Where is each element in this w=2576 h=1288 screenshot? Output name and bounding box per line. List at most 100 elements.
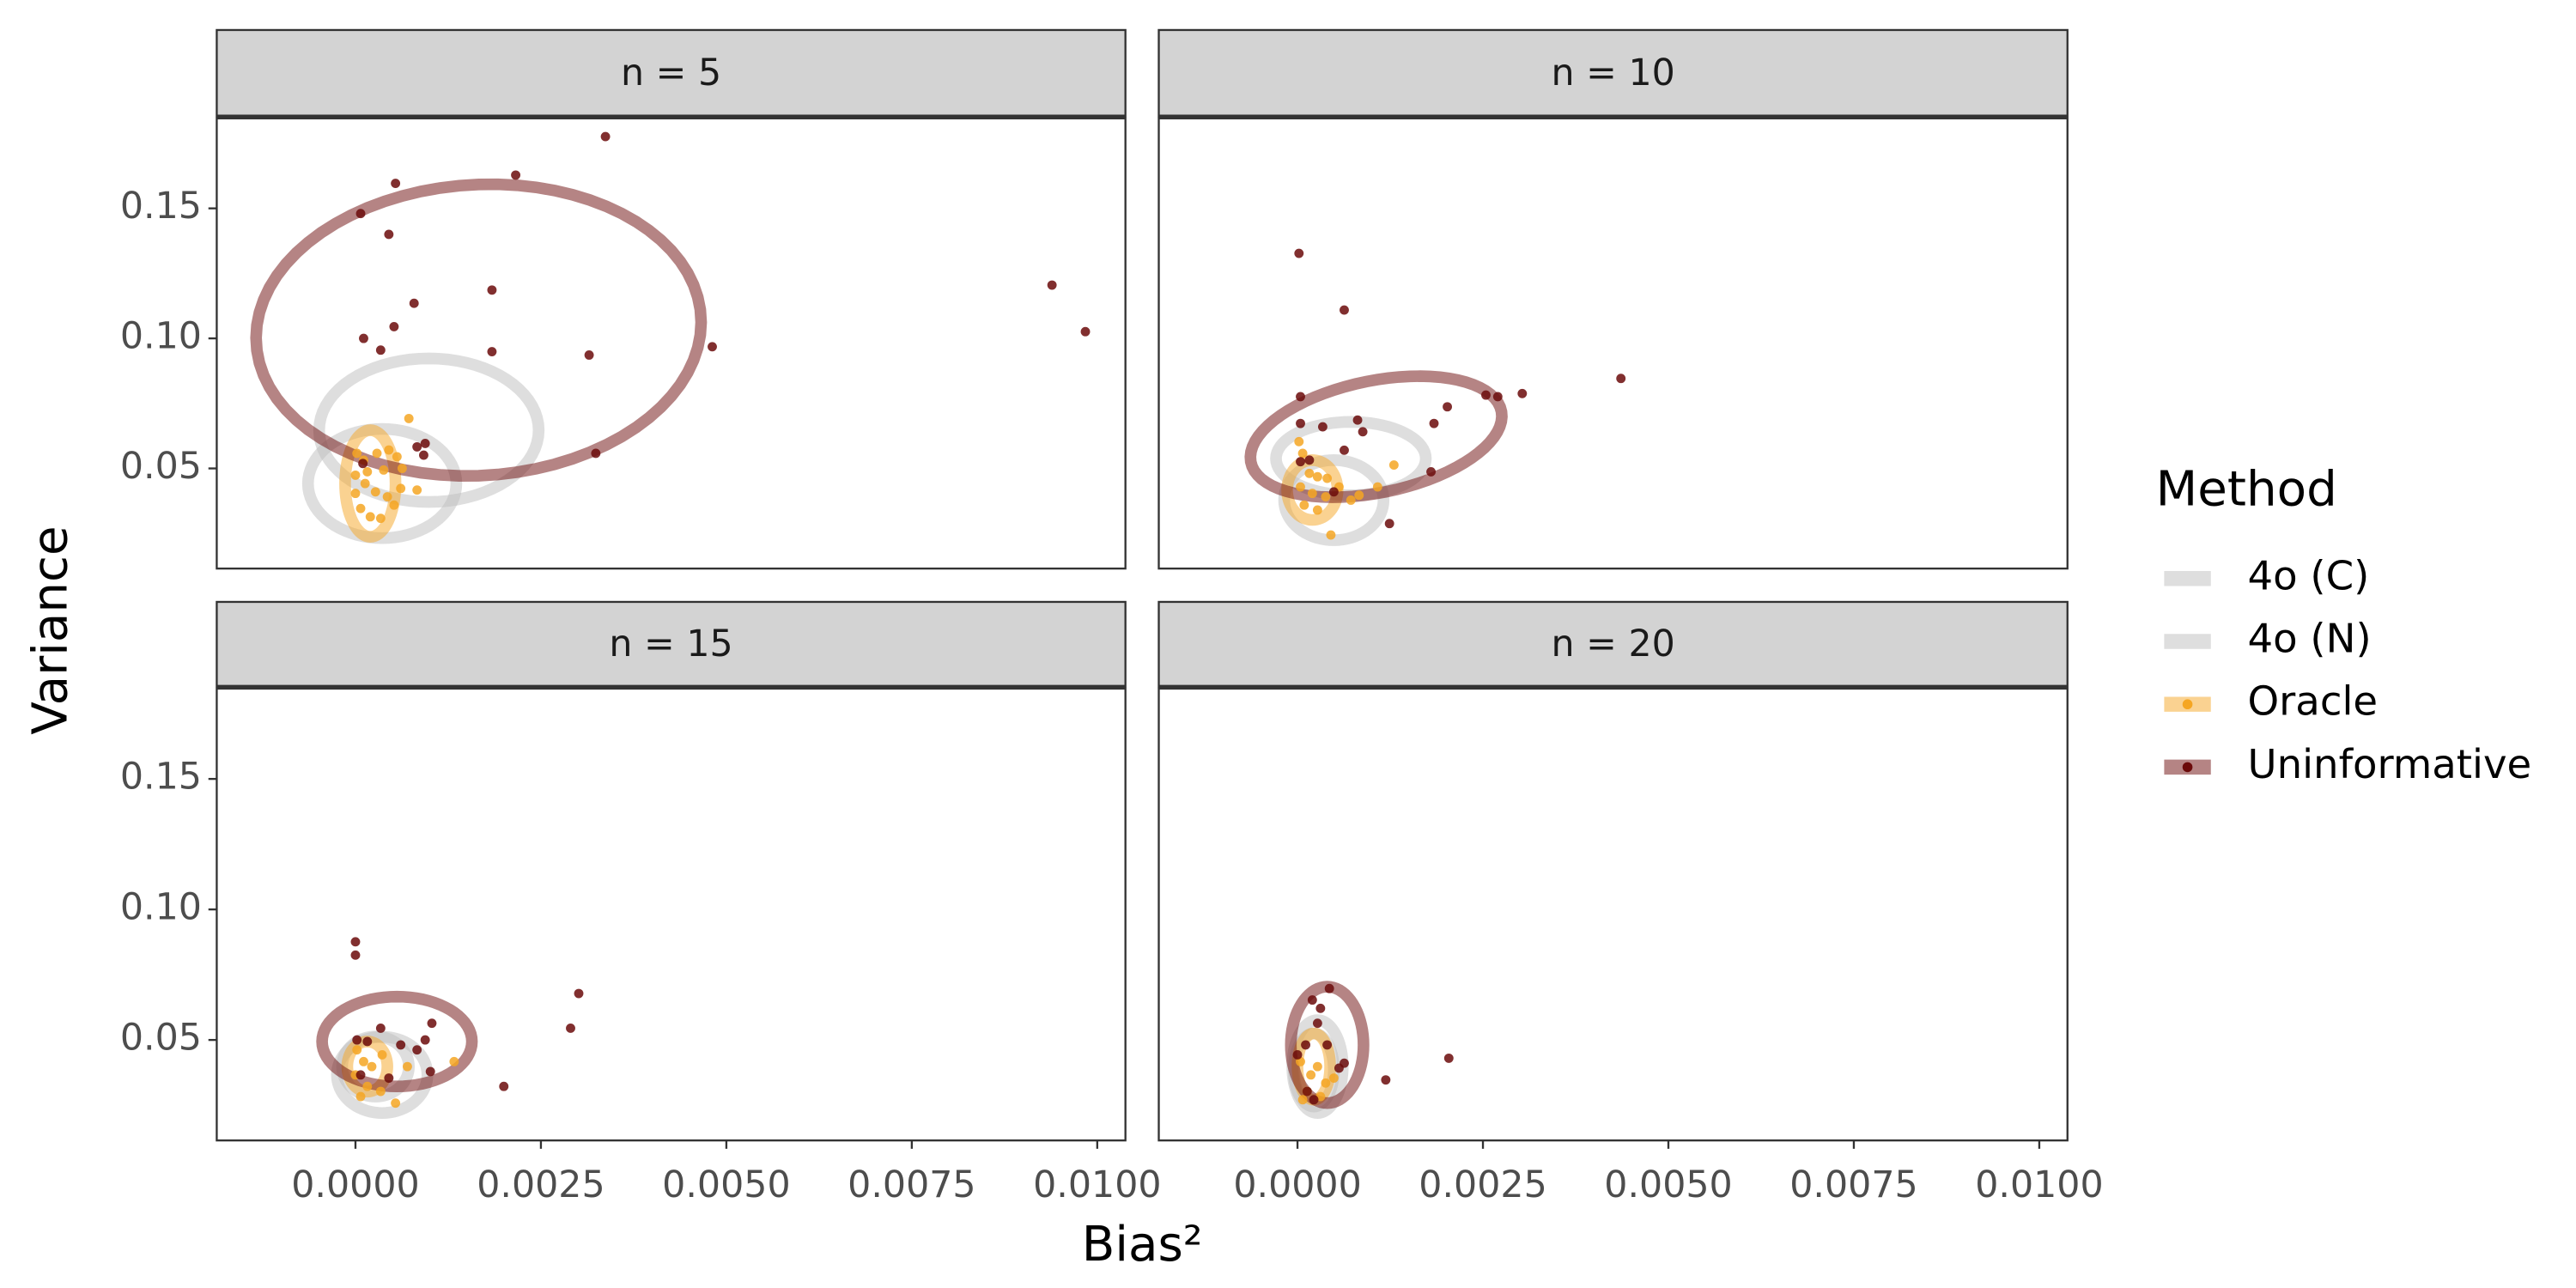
point <box>1324 983 1334 993</box>
point <box>1315 1003 1326 1013</box>
point <box>362 1081 373 1091</box>
point <box>352 1045 362 1055</box>
y-tick-label: 0.15 <box>120 756 202 799</box>
point <box>404 413 414 423</box>
point <box>391 1098 401 1109</box>
point <box>396 1040 406 1050</box>
point <box>1307 995 1317 1005</box>
point <box>1296 457 1305 467</box>
facet-strip <box>1157 600 2069 689</box>
point <box>1340 445 1349 455</box>
point <box>375 1024 386 1033</box>
y-axis-title: Variance <box>23 526 79 734</box>
point <box>449 1056 459 1066</box>
point <box>1358 427 1368 437</box>
point <box>487 285 497 295</box>
x-axis-title: Bias² <box>1082 1217 1203 1273</box>
point <box>1301 1040 1310 1050</box>
point <box>1302 1086 1312 1097</box>
x-tick-label: 0.0100 <box>1975 1163 2103 1206</box>
legend-label: Oracle <box>2247 678 2378 725</box>
point <box>409 298 419 308</box>
point <box>574 988 584 999</box>
point <box>1517 388 1528 398</box>
y-tick-label: 0.05 <box>120 445 202 488</box>
point <box>1443 402 1453 412</box>
point <box>362 1036 373 1047</box>
point <box>1296 482 1305 492</box>
point <box>382 492 392 501</box>
panel-border <box>1157 687 2069 1142</box>
point <box>1304 468 1315 478</box>
panel-border <box>216 117 1127 570</box>
facet-title: n = 10 <box>1551 52 1674 94</box>
point <box>1080 326 1091 337</box>
point <box>379 465 389 475</box>
y-tick-label: 0.15 <box>120 185 202 228</box>
point <box>1294 248 1304 258</box>
x-tick-label: 0.0000 <box>1233 1163 1361 1206</box>
point <box>412 1045 422 1055</box>
point <box>1312 505 1322 515</box>
point <box>1492 392 1503 402</box>
point <box>1307 489 1317 499</box>
point <box>1321 492 1331 501</box>
point <box>360 478 370 489</box>
point <box>350 950 361 960</box>
point <box>375 513 386 524</box>
panel-border <box>1157 117 2069 570</box>
ellipse <box>316 990 478 1093</box>
point <box>1352 415 1363 425</box>
panel <box>250 131 1091 544</box>
x-tick-label: 0.0025 <box>477 1163 605 1206</box>
point <box>397 464 407 473</box>
point <box>1296 392 1305 402</box>
legend-point <box>2182 762 2193 773</box>
point <box>1616 374 1626 384</box>
point <box>1297 1095 1308 1105</box>
point <box>1047 280 1057 290</box>
facet-strip <box>216 28 1127 118</box>
x-tick-label: 0.0075 <box>848 1163 975 1206</box>
point <box>1296 418 1305 428</box>
panel-border <box>216 687 1127 1142</box>
point <box>350 937 361 947</box>
point <box>1306 1070 1316 1080</box>
point <box>427 1018 437 1029</box>
point <box>355 1091 366 1102</box>
point <box>375 1086 386 1097</box>
point <box>389 500 399 510</box>
point <box>1429 418 1439 428</box>
point <box>350 489 361 499</box>
point <box>1304 455 1315 465</box>
facet-title: n = 5 <box>621 52 721 94</box>
point <box>1321 1078 1331 1088</box>
point <box>365 512 375 522</box>
point <box>389 322 399 331</box>
point <box>1292 1050 1303 1060</box>
ellipse <box>1285 981 1370 1109</box>
point <box>420 439 430 448</box>
point <box>352 1035 362 1045</box>
point <box>359 1056 368 1066</box>
facet-title: n = 20 <box>1551 623 1674 665</box>
point <box>412 441 422 452</box>
x-tick-label: 0.0000 <box>291 1163 419 1206</box>
point <box>355 1070 366 1080</box>
point <box>375 345 386 355</box>
point <box>1426 467 1436 477</box>
legend-label: Uninformative <box>2247 741 2531 787</box>
point <box>511 170 521 180</box>
point <box>1381 1075 1391 1085</box>
point <box>1372 482 1382 492</box>
point <box>1481 390 1491 400</box>
point <box>1334 1063 1344 1073</box>
x-tick-label: 0.0075 <box>1789 1163 1917 1206</box>
point <box>1297 448 1308 459</box>
point <box>370 487 380 497</box>
point <box>391 179 401 189</box>
point <box>412 485 422 495</box>
point <box>425 1066 435 1077</box>
panel <box>1285 981 1454 1120</box>
